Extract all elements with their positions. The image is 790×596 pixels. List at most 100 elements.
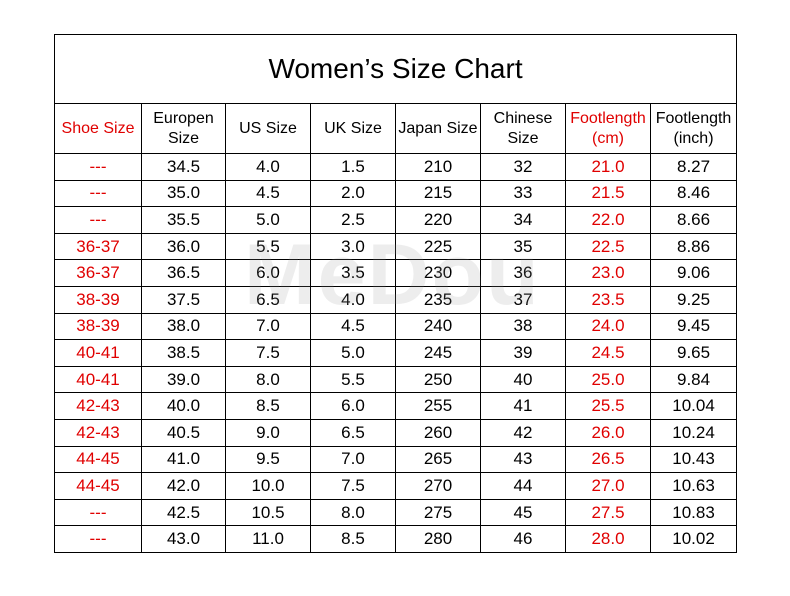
table-cell: 5.5: [310, 365, 396, 394]
table-cell: ---: [54, 498, 142, 527]
table-cell: 42-43: [54, 392, 142, 420]
table-cell: 2.0: [310, 179, 396, 208]
table-cell: 9.65: [649, 339, 738, 367]
table-cell: 40.5: [141, 418, 226, 447]
table-cell: 10.04: [649, 392, 738, 420]
table-cell: 4.5: [225, 179, 311, 208]
table-cell: 38.0: [141, 312, 226, 341]
table-cell: 40-41: [54, 339, 142, 367]
table-cell: 22.0: [565, 206, 651, 234]
column-header: Chinese Size: [480, 103, 566, 154]
table-cell: 9.25: [649, 285, 738, 314]
table-cell: ---: [54, 525, 142, 553]
size-chart-table: Women’s Size Chart Shoe Size Europen Size…: [53, 34, 738, 553]
table-cell: 23.0: [565, 259, 651, 287]
table-cell: 8.46: [649, 179, 738, 208]
table-cell: 230: [395, 259, 481, 287]
table-cell: ---: [54, 153, 142, 181]
table-cell: ---: [54, 179, 142, 208]
table-cell: 255: [395, 392, 481, 420]
table-cell: 6.5: [310, 418, 396, 447]
table-cell: 8.86: [649, 232, 738, 261]
table-row: --- 35.5 5.0 2.5 220 34 22.0 8.66: [54, 206, 738, 234]
table-cell: 36: [480, 259, 566, 287]
table-cell: 36-37: [54, 232, 142, 261]
table-cell: 22.5: [565, 232, 651, 261]
table-cell: 26.0: [565, 418, 651, 447]
table-cell: 42.0: [141, 472, 226, 500]
table-row: 42-43 40.0 8.5 6.0 255 41 25.5 10.04: [54, 392, 738, 420]
table-cell: 25.0: [565, 365, 651, 394]
table-row: 44-45 41.0 9.5 7.0 265 43 26.5 10.43: [54, 445, 738, 474]
table-cell: 5.0: [225, 206, 311, 234]
table-cell: 32: [480, 153, 566, 181]
table-cell: 240: [395, 312, 481, 341]
table-cell: 225: [395, 232, 481, 261]
table-row: 40-41 39.0 8.0 5.5 250 40 25.0 9.84: [54, 365, 738, 394]
column-header: Europen Size: [141, 103, 226, 154]
table-cell: 40: [480, 365, 566, 394]
table-cell: 45: [480, 498, 566, 527]
column-header: US Size: [225, 103, 311, 154]
table-cell: 10.0: [225, 472, 311, 500]
table-cell: 4.5: [310, 312, 396, 341]
table-cell: 38-39: [54, 312, 142, 341]
table-cell: 8.0: [310, 498, 396, 527]
table-cell: 25.5: [565, 392, 651, 420]
table-cell: 275: [395, 498, 481, 527]
table-cell: 9.0: [225, 418, 311, 447]
table-cell: 4.0: [225, 153, 311, 181]
table-cell: 4.0: [310, 285, 396, 314]
table-cell: 235: [395, 285, 481, 314]
table-cell: 7.0: [225, 312, 311, 341]
table-cell: 36.0: [141, 232, 226, 261]
table-cell: 210: [395, 153, 481, 181]
table-cell: 7.5: [225, 339, 311, 367]
table-cell: 39.0: [141, 365, 226, 394]
table-cell: 21.0: [565, 153, 651, 181]
table-cell: 33: [480, 179, 566, 208]
table-cell: 35: [480, 232, 566, 261]
table-cell: 21.5: [565, 179, 651, 208]
table-cell: 44-45: [54, 472, 142, 500]
table-row: 36-37 36.0 5.5 3.0 225 35 22.5 8.86: [54, 232, 738, 261]
table-cell: 40-41: [54, 365, 142, 394]
column-header: UK Size: [310, 103, 396, 154]
table-cell: ---: [54, 206, 142, 234]
table-cell: 8.5: [310, 525, 396, 553]
table-cell: 38: [480, 312, 566, 341]
table-cell: 24.0: [565, 312, 651, 341]
header-row: Shoe Size Europen Size US Size UK Size Japan…: [54, 103, 738, 154]
table-cell: 9.84: [649, 365, 738, 394]
table-cell: 41: [480, 392, 566, 420]
column-header: Japan Size: [395, 103, 481, 154]
table-cell: 43: [480, 445, 566, 474]
table-cell: 250: [395, 365, 481, 394]
table-cell: 6.0: [225, 259, 311, 287]
table-cell: 42: [480, 418, 566, 447]
table-cell: 10.43: [649, 445, 738, 474]
table-row: --- 43.0 11.0 8.5 280 46 28.0 10.02: [54, 525, 738, 553]
column-header: Footlength (cm): [565, 103, 651, 154]
table-cell: 23.5: [565, 285, 651, 314]
table-cell: 7.0: [310, 445, 396, 474]
table-row: 38-39 37.5 6.5 4.0 235 37 23.5 9.25: [54, 285, 738, 314]
table-cell: 35.5: [141, 206, 226, 234]
table-row: --- 42.5 10.5 8.0 275 45 27.5 10.83: [54, 498, 738, 527]
table-cell: 8.5: [225, 392, 311, 420]
table-cell: 9.06: [649, 259, 738, 287]
table-cell: 37: [480, 285, 566, 314]
table-cell: 245: [395, 339, 481, 367]
table-row: 44-45 42.0 10.0 7.5 270 44 27.0 10.63: [54, 472, 738, 500]
table-cell: 265: [395, 445, 481, 474]
table-cell: 8.66: [649, 206, 738, 234]
table-cell: 6.5: [225, 285, 311, 314]
table-cell: 42-43: [54, 418, 142, 447]
table-cell: 10.24: [649, 418, 738, 447]
table-cell: 215: [395, 179, 481, 208]
table-row: 38-39 38.0 7.0 4.5 240 38 24.0 9.45: [54, 312, 738, 341]
table-cell: 34: [480, 206, 566, 234]
table-cell: 10.02: [649, 525, 738, 553]
table-cell: 26.5: [565, 445, 651, 474]
table-cell: 28.0: [565, 525, 651, 553]
